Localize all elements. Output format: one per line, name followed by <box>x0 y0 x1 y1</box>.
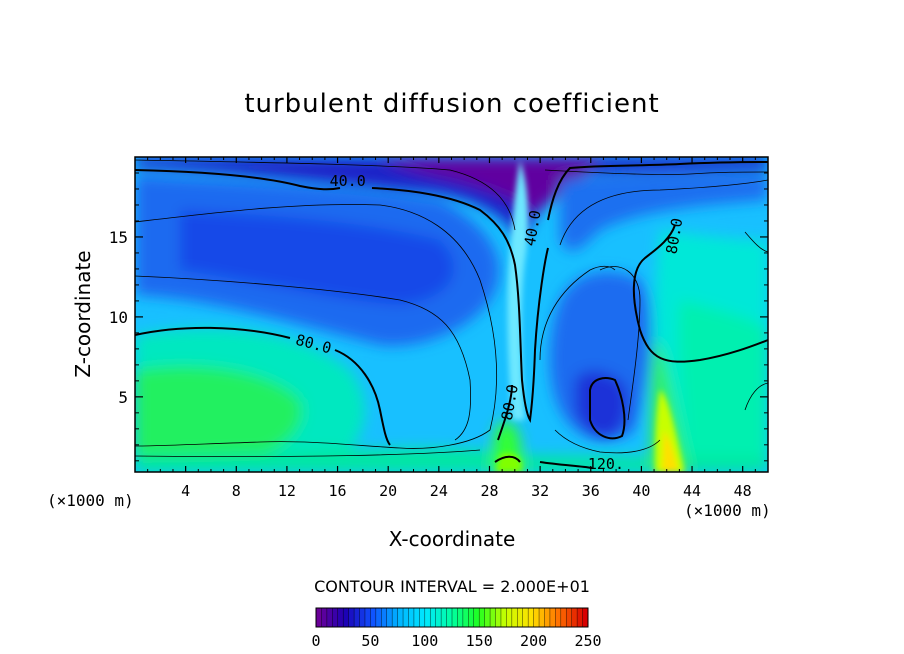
contour-label: 80.0 <box>498 383 522 422</box>
colorbar-cell <box>419 608 426 627</box>
x-tick-label: 8 <box>232 482 241 500</box>
colorbar-cell <box>533 608 540 627</box>
y-axis: 5 10 15 <box>109 172 768 462</box>
contour-label: 40.0 <box>330 172 366 190</box>
x-tick-label: 32 <box>531 482 549 500</box>
colorbar-cell <box>560 608 567 627</box>
colorbar-cell <box>571 608 578 627</box>
y-tick-label: 15 <box>109 228 128 247</box>
colorbar-tick-label: 150 <box>466 632 493 650</box>
colorbar-cell <box>397 608 404 627</box>
x-tick-label: 28 <box>480 482 498 500</box>
y-axis-label: Z-coordinate <box>71 250 95 377</box>
colorbar-cell <box>544 608 551 627</box>
colorbar-cell <box>479 608 486 627</box>
colorbar-cell <box>517 608 524 627</box>
colorbar-tick-label: 100 <box>411 632 438 650</box>
colorbar-cell <box>321 608 328 627</box>
colorbar-cell <box>430 608 437 627</box>
colorbar-cell <box>424 608 431 627</box>
colorbar-cell <box>462 608 469 627</box>
y-tick-label: 5 <box>118 388 128 407</box>
colorbar-cell <box>549 608 556 627</box>
colorbar-tick-label: 250 <box>574 632 601 650</box>
colorbar-cell <box>435 608 442 627</box>
colorbar-cell <box>359 608 366 627</box>
colorbar-tick-label: 200 <box>520 632 547 650</box>
colorbar-cell <box>375 608 382 627</box>
x-tick-label: 12 <box>278 482 296 500</box>
colorbar-cell <box>484 608 491 627</box>
thick-contours <box>135 161 768 469</box>
x-tick-label: 20 <box>379 482 397 500</box>
colorbar-cell <box>343 608 350 627</box>
chart-title: turbulent diffusion coefficient <box>244 89 659 119</box>
colorbar-cell <box>364 608 371 627</box>
colorbar-cell <box>354 608 361 627</box>
x-tick-label: 40 <box>632 482 650 500</box>
y-tick-label: 10 <box>109 308 128 327</box>
colorbar-cell <box>511 608 518 627</box>
colorbar-cell <box>539 608 545 627</box>
colorbar-cell <box>555 608 562 627</box>
colorbar-cell <box>326 608 333 627</box>
colorbar-cell <box>500 608 507 627</box>
x-tick-label: 44 <box>683 482 701 500</box>
colorbar-cell <box>392 608 399 627</box>
colorbar-cell <box>582 608 589 627</box>
colorbar-cell <box>381 608 388 627</box>
x-unit-right: (×1000 m) <box>684 501 771 520</box>
colorbar-cell <box>457 608 464 627</box>
colorbar-cell <box>386 608 393 627</box>
colorbar <box>315 608 589 627</box>
colorbar-cell <box>370 608 377 627</box>
x-unit-left: (×1000 m) <box>47 491 134 510</box>
contour-label: 120. <box>588 455 624 473</box>
colorbar-cell <box>441 608 448 627</box>
colorbar-tick-label: 0 <box>311 632 320 650</box>
x-tick-label: 4 <box>181 482 190 500</box>
field-background <box>135 157 768 472</box>
colorbar-ticks: 0 50 100 150 200 250 <box>311 632 601 650</box>
colorbar-cell <box>332 608 339 627</box>
x-tick-label: 16 <box>329 482 347 500</box>
colorbar-cell <box>577 608 584 627</box>
colorbar-cell <box>348 608 355 627</box>
contour-label: 40.0 <box>521 209 545 248</box>
x-tick-label: 36 <box>582 482 600 500</box>
colorbar-tick-label: 50 <box>361 632 379 650</box>
colorbar-cell <box>316 608 322 627</box>
colorbar-cell <box>468 608 475 627</box>
colorbar-cell <box>528 608 535 627</box>
colorbar-cell <box>473 608 480 627</box>
colorbar-cell <box>408 608 415 627</box>
colorbar-cell <box>506 608 513 627</box>
x-axis-label: X-coordinate <box>389 527 516 551</box>
colorbar-cell <box>522 608 529 627</box>
colorbar-cell <box>490 608 497 627</box>
contour-interval-text: CONTOUR INTERVAL = 2.000E+01 <box>314 577 590 596</box>
x-tick-label: 48 <box>734 482 752 500</box>
colorbar-cell <box>337 608 344 627</box>
colorbar-cell <box>495 608 502 627</box>
thin-contours <box>135 159 768 458</box>
colorbar-cell <box>566 608 573 627</box>
colorbar-cell <box>446 608 453 627</box>
contour-label: 80.0 <box>662 217 686 256</box>
colorbar-cell <box>452 608 458 627</box>
x-tick-label: 24 <box>430 482 448 500</box>
colorbar-frame <box>315 607 589 628</box>
x-axis: 4 8 12 16 20 24 28 32 36 40 44 48 <box>147 157 756 500</box>
colorbar-cell <box>403 608 409 627</box>
colorbar-cell <box>413 608 420 627</box>
